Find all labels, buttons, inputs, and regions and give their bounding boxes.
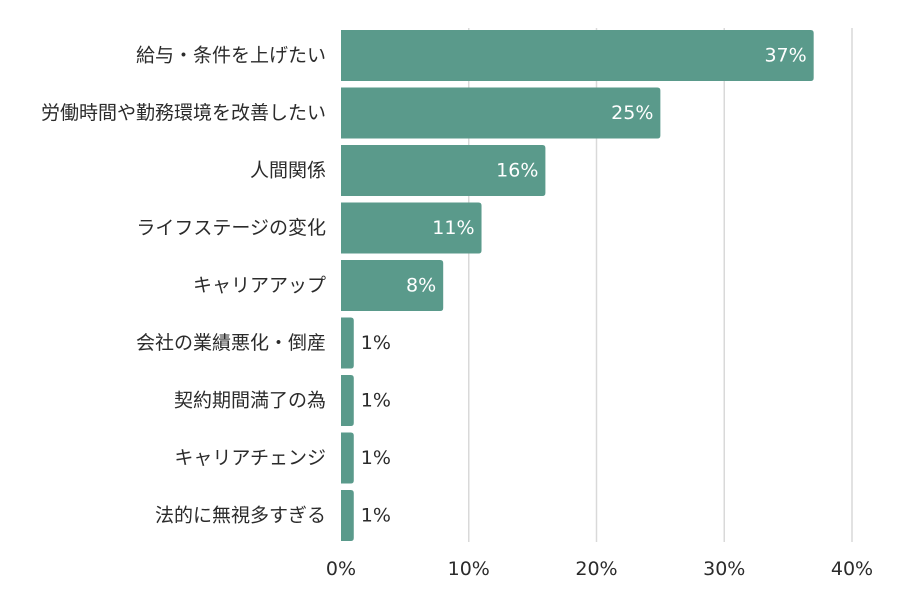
value-label: 1% — [361, 390, 391, 412]
bar — [341, 30, 814, 81]
bar — [341, 87, 661, 139]
x-axis-tick-labels: 0% 10% 20% 30% 40% — [326, 558, 873, 580]
category-label: キャリアアップ — [193, 275, 326, 297]
value-label: 1% — [361, 447, 391, 469]
category-label: キャリアチェンジ — [174, 447, 326, 469]
category-label: 労働時間や勤務環境を改善したい — [41, 102, 326, 124]
x-tick-label: 10% — [448, 558, 490, 580]
value-label: 1% — [361, 505, 391, 527]
category-label: ライフステージの変化 — [136, 217, 326, 239]
category-label: 会社の業績悪化・倒産 — [136, 332, 326, 354]
bar — [341, 202, 482, 254]
category-label: 人間関係 — [250, 160, 326, 182]
value-label: 37% — [764, 45, 806, 67]
x-tick-label: 30% — [703, 558, 745, 580]
value-label: 1% — [361, 332, 391, 354]
bar — [341, 145, 546, 196]
bar — [341, 260, 444, 311]
x-tick-label: 20% — [575, 558, 617, 580]
category-labels: 給与・条件を上げたい労働時間や勤務環境を改善したい人間関係ライフステージの変化キ… — [41, 45, 326, 527]
value-label: 16% — [496, 160, 538, 182]
value-label: 11% — [432, 217, 474, 239]
bar — [341, 490, 354, 541]
value-label: 8% — [406, 275, 436, 297]
bar — [341, 375, 354, 426]
value-labels: 37% 25% 16% 11% 8% 1% 1% 1% 1% — [361, 45, 807, 527]
category-label: 法的に無視多すぎる — [155, 505, 326, 527]
bar — [341, 317, 354, 369]
bars-layer — [341, 30, 814, 541]
x-tick-label: 40% — [831, 558, 873, 580]
x-tick-label: 0% — [326, 558, 356, 580]
value-label: 25% — [611, 102, 653, 124]
bar — [341, 432, 354, 484]
category-label: 給与・条件を上げたい — [136, 45, 326, 67]
category-label: 契約期間満了の為 — [174, 390, 326, 412]
